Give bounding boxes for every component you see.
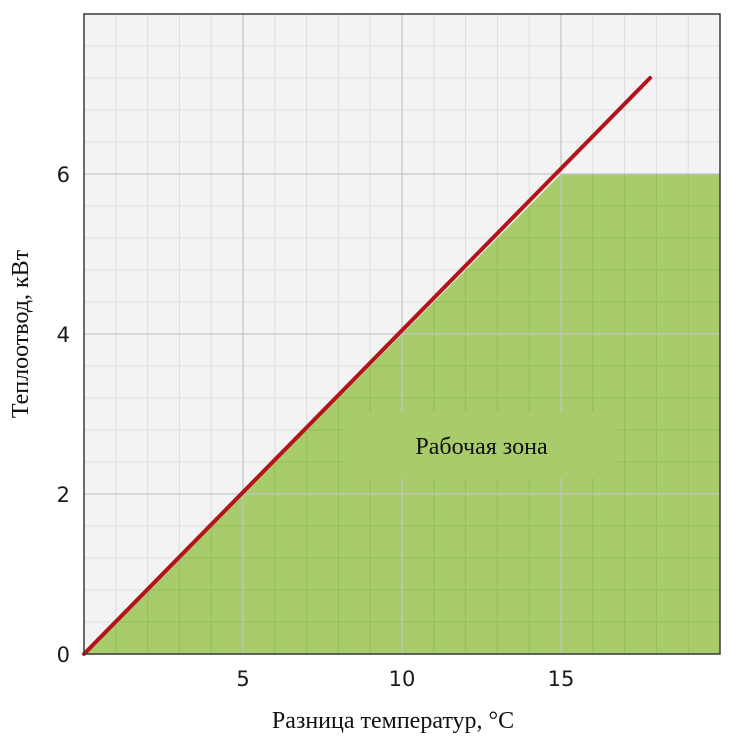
plot-frame [83, 13, 721, 655]
y-tick-label: 4 [57, 323, 70, 347]
y-tick-labels: 0 2 4 6 [57, 163, 70, 667]
x-tick-labels: 5 10 15 [236, 667, 574, 691]
y-tick-label: 6 [57, 163, 70, 187]
x-tick-label: 10 [389, 667, 416, 691]
x-tick-label: 15 [548, 667, 575, 691]
zone-label-background [346, 412, 617, 478]
x-tick-label: 5 [236, 667, 249, 691]
y-tick-label: 0 [57, 643, 70, 667]
x-axis-title: Разница температур, °C [272, 708, 514, 734]
zone-label: Рабочая зона [415, 434, 548, 460]
y-axis-title: Теплоотвод, кВт [8, 249, 34, 418]
series-line [82, 76, 653, 656]
y-tick-label: 2 [57, 483, 70, 507]
